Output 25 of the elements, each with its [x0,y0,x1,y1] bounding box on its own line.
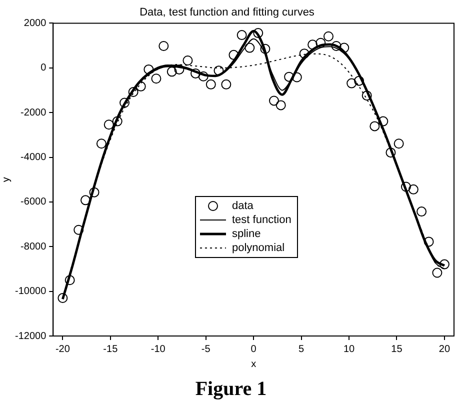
x-tick-label: -10 [150,344,166,355]
x-axis-title: x [251,358,256,370]
x-tick-label: 10 [343,344,356,355]
legend-label: data [232,199,254,213]
x-tick-label: 20 [438,344,450,355]
y-tick-label: 0 [40,62,47,74]
x-tick-label: 5 [298,344,305,355]
caption: Figure 1 [194,378,268,401]
y-tick-label: -10000 [14,286,47,298]
chart-title: Data, test function and fitting curves [140,6,315,19]
y-tick-label: -4000 [20,152,47,164]
x-tick-label: 0 [250,344,257,355]
y-tick-label: 2000 [24,18,47,29]
y-tick-label: -8000 [20,241,47,252]
x-tick-label: -5 [201,344,211,355]
x-tick-label: -20 [55,344,70,355]
x-tick-label: -15 [103,344,118,355]
y-axis-title: y [0,177,12,182]
legend-label: test function [232,213,292,227]
y-tick-label: -6000 [20,196,47,208]
y-tick-label: -12000 [14,330,47,342]
x-tick-label: 15 [391,344,403,355]
legend-label: spline [232,227,261,241]
legend-label: polynomial [232,241,285,255]
y-tick-label: -2000 [20,107,47,118]
